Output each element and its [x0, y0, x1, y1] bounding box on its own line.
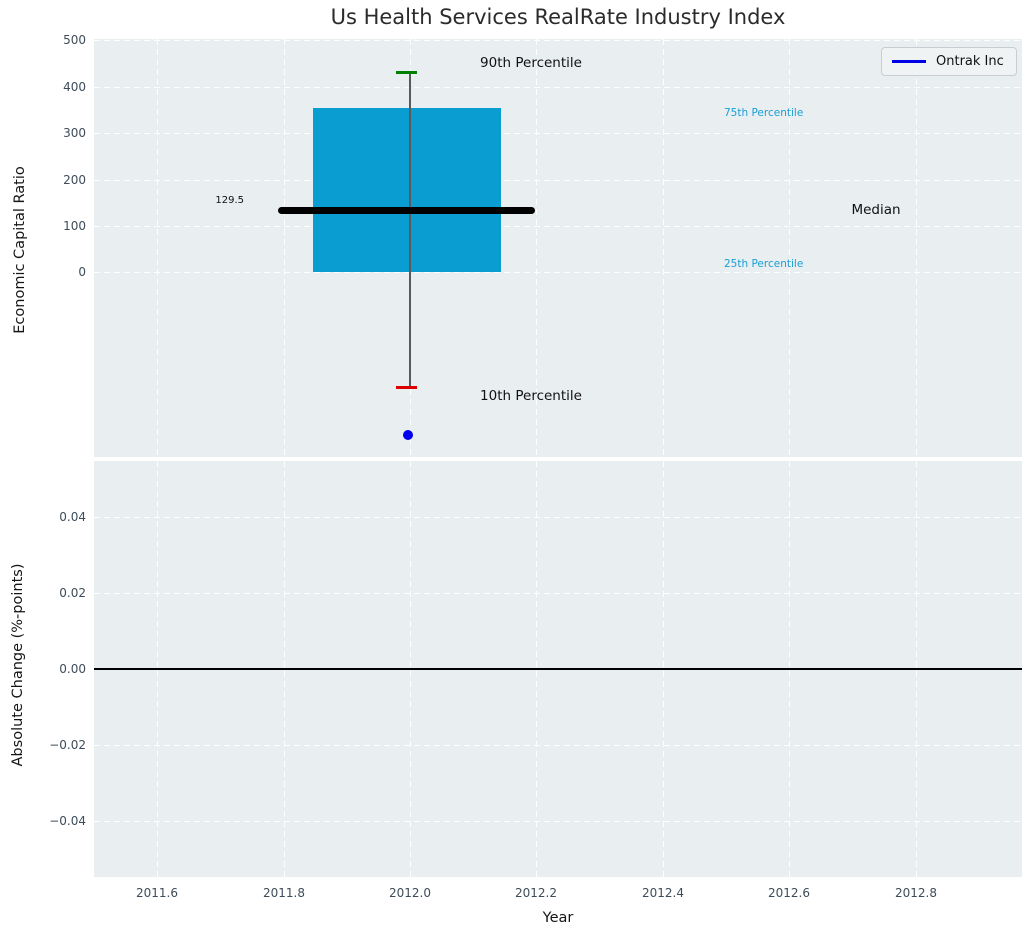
legend-line-sample [892, 60, 926, 63]
gridline-v [536, 39, 537, 457]
xtick: 2012.0 [389, 886, 431, 900]
gridline-h [94, 40, 1022, 41]
ytick-top: 400 [63, 79, 86, 94]
gridline-v [916, 39, 917, 457]
gridline-h [94, 593, 1022, 594]
gridline-h [94, 517, 1022, 518]
whisker-cap-10th [396, 386, 417, 389]
x-axis-label: Year [542, 910, 574, 926]
gridline-v [663, 39, 664, 457]
ytick-top: 500 [63, 33, 86, 47]
gridline-h [94, 133, 1022, 134]
ytick-bottom: −0.04 [49, 814, 86, 828]
xtick: 2012.4 [642, 886, 684, 900]
whisker-cap-90th [396, 71, 417, 74]
bottom-y-axis-label: Absolute Change (%-points) [10, 563, 26, 767]
zero-reference-line [94, 668, 1022, 670]
xtick: 2012.6 [768, 886, 810, 900]
annotation-median-value: 129.5 [215, 195, 244, 206]
ontrak-data-point [403, 430, 413, 440]
gridline-h [94, 271, 1022, 273]
top-y-axis-label: Economic Capital Ratio [12, 166, 28, 334]
ytick-bottom: 0.00 [59, 662, 86, 676]
gridline-h [94, 86, 1022, 88]
ytick-top: 300 [63, 126, 86, 140]
boxplot-box [313, 108, 501, 272]
top-axes: 90th Percentile 75th Percentile 129.5 Me… [94, 39, 1022, 457]
gridline-h [94, 745, 1022, 746]
gridline-v [157, 39, 158, 457]
chart-title: Us Health Services RealRate Industry Ind… [330, 5, 786, 29]
xtick: 2012.8 [895, 886, 937, 900]
ytick-bottom: 0.04 [59, 510, 86, 524]
legend: Ontrak Inc [881, 47, 1017, 76]
bottom-axes [94, 461, 1022, 877]
boxplot-whisker [409, 72, 411, 388]
annotation-median: Median [851, 202, 901, 218]
annotation-75th-percentile: 75th Percentile [724, 107, 804, 119]
xtick: 2012.2 [515, 886, 557, 900]
annotation-25th-percentile: 25th Percentile [724, 258, 804, 270]
gridline-v [789, 39, 790, 457]
gridline-v [284, 39, 285, 457]
ytick-top: 200 [63, 172, 86, 187]
ytick-bottom: 0.02 [59, 586, 86, 600]
legend-label: Ontrak Inc [936, 54, 1004, 69]
gridline-h [94, 179, 1022, 181]
ytick-bottom: −0.02 [49, 738, 86, 752]
annotation-90th-percentile: 90th Percentile [480, 55, 582, 71]
xtick: 2011.6 [136, 886, 178, 900]
gridline-h [94, 225, 1022, 227]
annotation-10th-percentile: 10th Percentile [480, 388, 582, 404]
ytick-top: 100 [63, 218, 86, 233]
ytick-top: 0 [78, 264, 86, 279]
gridline-h [94, 821, 1022, 822]
xtick: 2011.8 [263, 886, 305, 900]
median-line [278, 207, 535, 214]
